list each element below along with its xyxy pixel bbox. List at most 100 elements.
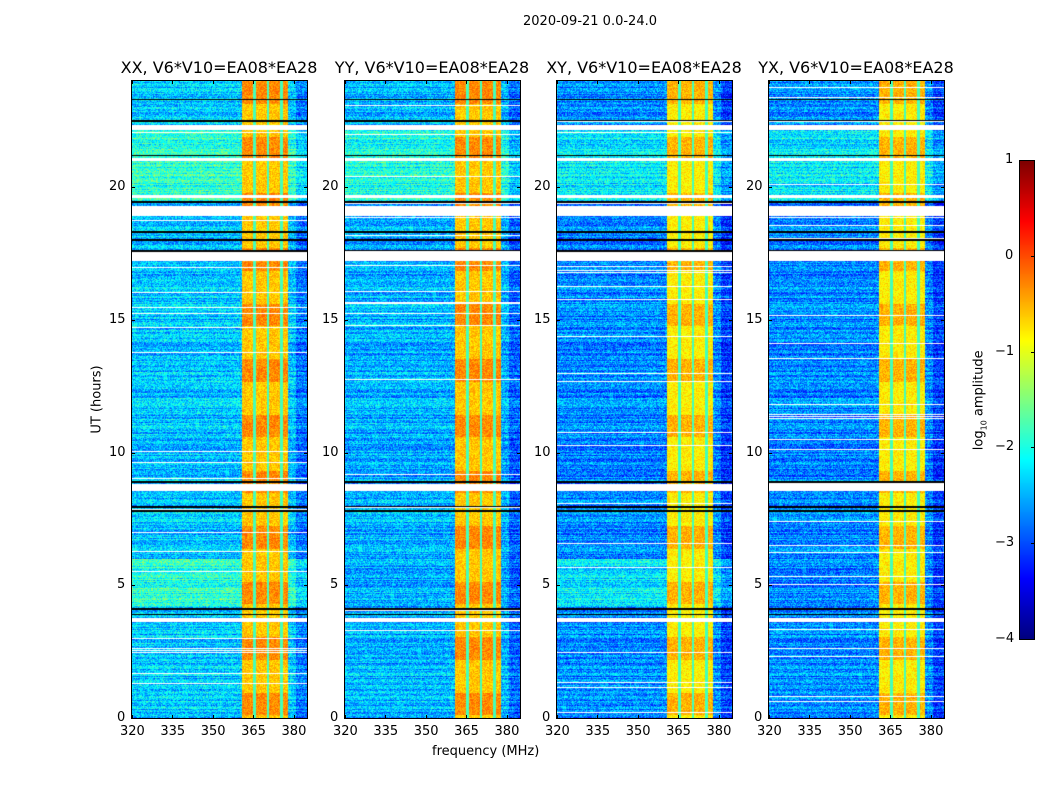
y-tick-mark <box>344 319 348 321</box>
y-tick-label: 10 <box>322 444 339 460</box>
y-tick-mark <box>768 718 772 719</box>
x-tick-label: 350 <box>200 724 226 739</box>
x-tick-mark <box>769 80 770 84</box>
x-tick-mark <box>293 715 295 719</box>
colorbar-tick-label: −3 <box>995 535 1015 551</box>
y-tick-mark <box>768 452 772 454</box>
x-tick-mark <box>212 715 214 719</box>
y-tick-mark <box>556 187 560 189</box>
x-tick-label: 335 <box>373 724 399 739</box>
x-tick-label: 380 <box>281 724 307 739</box>
y-tick-mark <box>729 187 733 189</box>
x-tick-mark <box>678 80 680 84</box>
heatmap-panel-1 <box>344 80 521 719</box>
y-tick-label: 20 <box>322 179 339 195</box>
y-tick-mark <box>304 718 308 719</box>
y-tick-label: 15 <box>109 311 126 327</box>
y-tick-mark <box>729 452 733 454</box>
y-tick-mark <box>729 319 733 321</box>
x-tick-mark <box>930 80 932 84</box>
colorbar-tick-mark <box>1031 639 1035 640</box>
x-tick-label: 380 <box>494 724 520 739</box>
panel-title: YX, V6*V10=EA08*EA28 <box>758 58 954 77</box>
colorbar-tick-mark <box>1031 351 1035 353</box>
y-tick-mark <box>131 187 135 189</box>
y-tick-mark <box>304 187 308 189</box>
y-tick-mark <box>517 718 521 719</box>
x-tick-mark <box>132 715 133 719</box>
y-tick-mark <box>344 452 348 454</box>
x-tick-mark <box>293 80 295 84</box>
y-tick-mark <box>304 452 308 454</box>
x-tick-mark <box>253 80 255 84</box>
x-tick-mark <box>718 80 720 84</box>
x-tick-mark <box>849 715 851 719</box>
y-tick-label: 5 <box>117 577 126 593</box>
x-tick-mark <box>718 715 720 719</box>
x-tick-mark <box>809 715 811 719</box>
heatmap-image <box>345 81 520 718</box>
y-tick-label: 10 <box>534 444 551 460</box>
y-tick-label: 0 <box>754 710 763 725</box>
x-tick-label: 350 <box>625 724 651 739</box>
y-tick-mark <box>941 319 945 321</box>
y-tick-mark <box>131 319 135 321</box>
y-axis-label: UT (hours) <box>89 365 105 434</box>
y-tick-mark <box>556 718 560 719</box>
x-axis-label: frequency (MHz) <box>432 744 540 759</box>
y-tick-label: 5 <box>330 577 339 593</box>
y-tick-mark <box>941 718 945 719</box>
heatmap-panel-3 <box>768 80 945 719</box>
y-tick-mark <box>768 187 772 189</box>
x-tick-label: 365 <box>666 724 691 739</box>
x-tick-mark <box>172 715 174 719</box>
x-tick-mark <box>385 80 387 84</box>
x-tick-label: 365 <box>878 724 903 739</box>
x-tick-label: 350 <box>837 724 863 739</box>
colorbar-label-sub: 10 <box>979 420 989 431</box>
colorbar-tick-label: −4 <box>995 631 1015 646</box>
x-tick-mark <box>212 80 214 84</box>
x-tick-mark <box>172 80 174 84</box>
colorbar-tick-label: 0 <box>1005 247 1014 263</box>
x-tick-mark <box>425 80 427 84</box>
y-tick-mark <box>344 585 348 587</box>
colorbar-label-rest: amplitude <box>971 350 987 421</box>
colorbar-gradient <box>1020 161 1034 639</box>
y-tick-label: 0 <box>542 710 551 725</box>
y-tick-mark <box>941 187 945 189</box>
x-tick-mark <box>466 715 468 719</box>
x-tick-mark <box>597 80 599 84</box>
y-tick-mark <box>941 585 945 587</box>
colorbar-tick-label: −1 <box>995 343 1015 359</box>
y-tick-mark <box>304 319 308 321</box>
colorbar-label: log10 amplitude <box>972 340 989 460</box>
x-tick-mark <box>506 715 508 719</box>
y-tick-label: 20 <box>746 179 763 195</box>
x-tick-mark <box>809 80 811 84</box>
y-tick-label: 20 <box>109 179 126 195</box>
y-tick-mark <box>941 452 945 454</box>
x-tick-label: 350 <box>413 724 439 739</box>
colorbar <box>1019 160 1035 640</box>
y-tick-mark <box>517 452 521 454</box>
y-tick-label: 15 <box>534 311 551 327</box>
x-tick-mark <box>466 80 468 84</box>
panel-title: XY, V6*V10=EA08*EA28 <box>546 58 742 77</box>
y-tick-mark <box>131 718 135 719</box>
x-tick-mark <box>678 715 680 719</box>
x-tick-mark <box>890 715 892 719</box>
y-tick-mark <box>344 718 348 719</box>
x-tick-label: 335 <box>160 724 186 739</box>
colorbar-tick-label: −2 <box>995 439 1015 455</box>
x-tick-mark <box>557 80 558 84</box>
y-tick-mark <box>768 585 772 587</box>
x-tick-mark <box>637 715 639 719</box>
y-tick-label: 10 <box>109 444 126 460</box>
x-tick-mark <box>253 715 255 719</box>
x-tick-label: 335 <box>797 724 823 739</box>
x-tick-mark <box>597 715 599 719</box>
heatmap-panel-0 <box>131 80 308 719</box>
colorbar-tick-mark <box>1031 255 1035 257</box>
